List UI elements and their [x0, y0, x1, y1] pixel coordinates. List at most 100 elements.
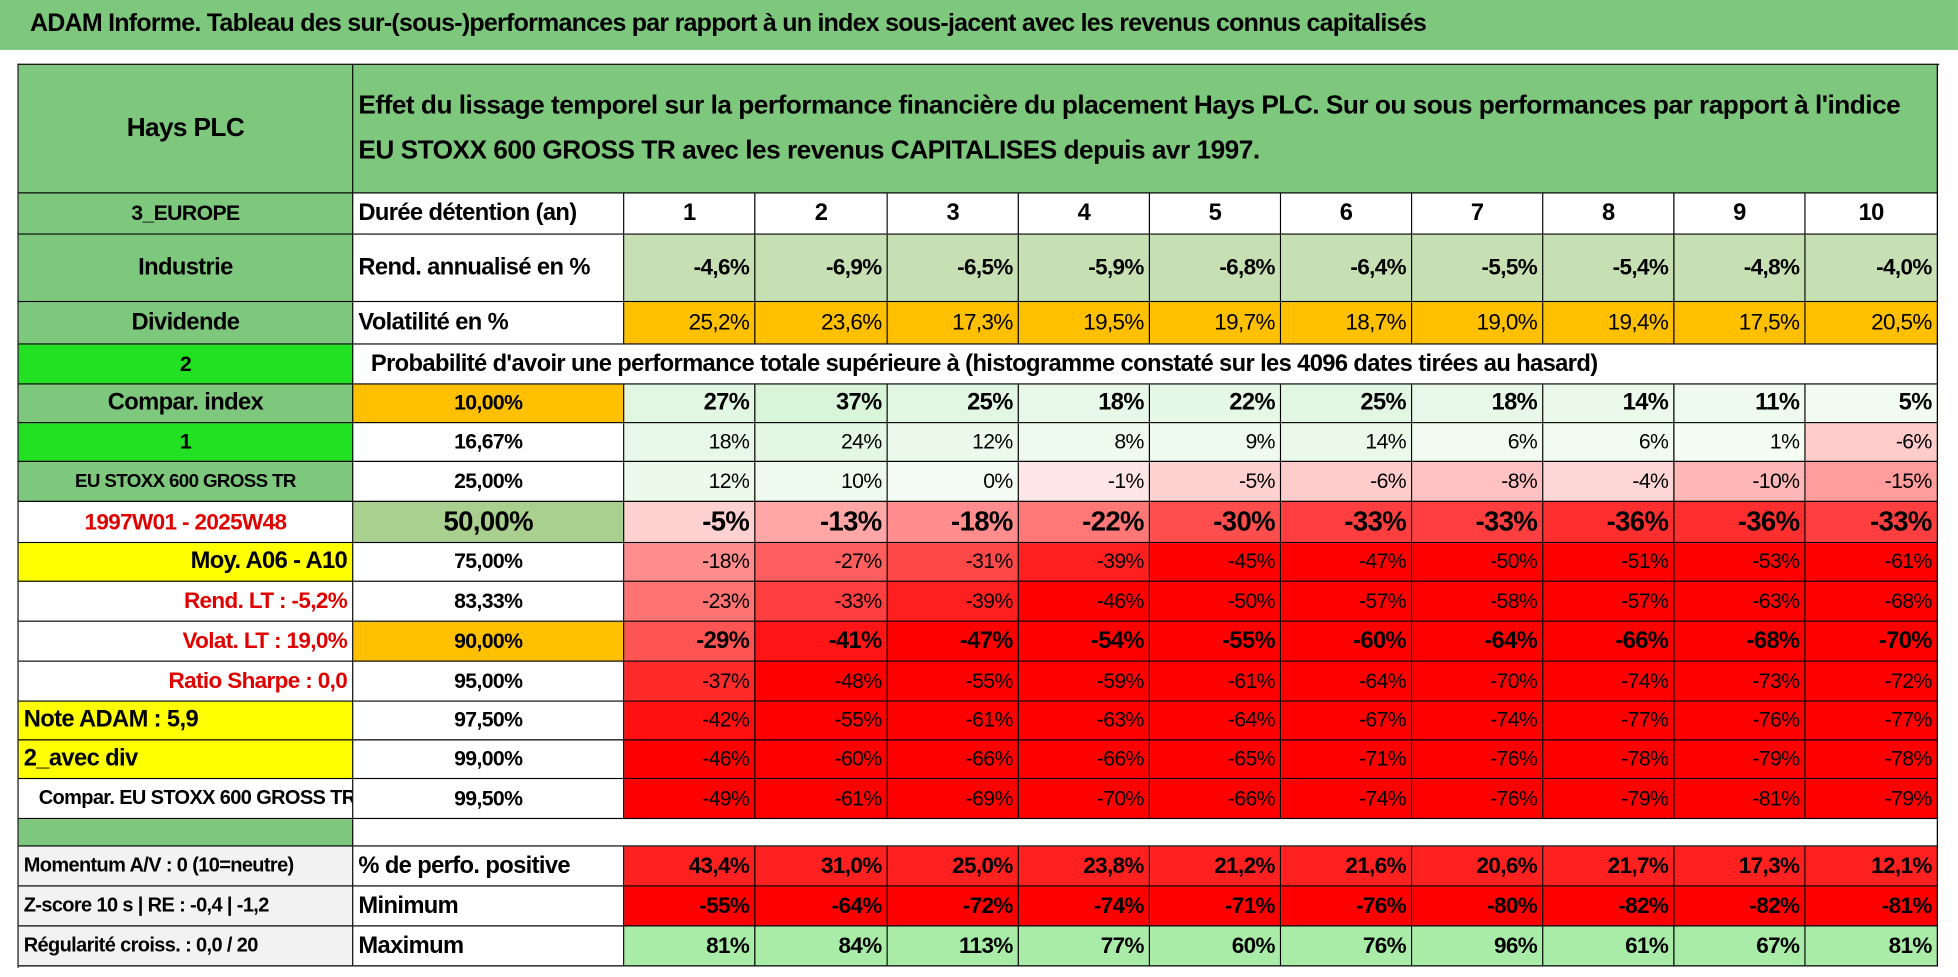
value-cell: -6,4% — [1281, 234, 1413, 303]
row-label: Rend. annualisé en % — [353, 234, 625, 303]
value-cell: -69% — [887, 779, 1019, 820]
value-cell: -70% — [1805, 621, 1938, 662]
value-cell: -68% — [1805, 581, 1938, 622]
value-cell: -79% — [1674, 740, 1806, 780]
summary-cell: -72% — [887, 886, 1019, 927]
value-cell: -60% — [755, 740, 888, 780]
row-label: Durée détention (an) — [353, 193, 625, 235]
value-cell: 14% — [1281, 423, 1413, 463]
value-cell: -45% — [1150, 543, 1282, 582]
summary-cell: -74% — [1018, 886, 1151, 927]
value-cell: -66% — [1150, 779, 1282, 820]
summary-cell: 81% — [1805, 926, 1938, 967]
value-cell: -1% — [1018, 462, 1151, 502]
row-side-label: Industrie — [18, 234, 354, 303]
row-label: 95,00% — [353, 661, 625, 702]
value-cell: 11% — [1674, 384, 1806, 424]
value-cell: -33% — [1805, 501, 1938, 544]
column-header: 3 — [887, 193, 1019, 235]
value-cell: 14% — [1543, 384, 1675, 424]
value-cell: -50% — [1150, 581, 1282, 622]
column-header: 1 — [624, 193, 756, 235]
value-cell: -47% — [887, 621, 1019, 662]
summary-cell: 77% — [1018, 926, 1151, 967]
value-cell: 17,3% — [887, 302, 1019, 345]
value-cell: 20,5% — [1805, 302, 1938, 345]
value-cell: -59% — [1018, 661, 1151, 702]
value-cell: -77% — [1543, 701, 1675, 741]
row-side-label: 1 — [18, 423, 354, 463]
value-cell: -5,9% — [1018, 234, 1151, 303]
value-cell: -6% — [1281, 462, 1413, 502]
column-header: 5 — [1150, 193, 1282, 235]
row-label: 90,00% — [353, 621, 625, 662]
row-side-label: 2_avec div — [18, 740, 354, 780]
value-cell: -76% — [1674, 701, 1806, 741]
value-cell: 5% — [1805, 384, 1938, 424]
value-cell: -33% — [1412, 501, 1544, 544]
row-label: 75,00% — [353, 543, 625, 582]
summary-side-label: Momentum A/V : 0 (10=neutre) — [18, 846, 354, 887]
value-cell: -61% — [887, 701, 1019, 741]
value-cell: -61% — [1805, 543, 1938, 582]
value-cell: -73% — [1674, 661, 1806, 702]
value-cell: 25,2% — [624, 302, 756, 345]
row-side-label: Compar. index — [18, 384, 354, 424]
value-cell: -57% — [1281, 581, 1413, 622]
value-cell: -33% — [1281, 501, 1413, 544]
column-header: 2 — [755, 193, 888, 235]
value-cell: -5,4% — [1543, 234, 1675, 303]
value-cell: 8% — [1018, 423, 1151, 463]
summary-cell: 113% — [887, 926, 1019, 967]
summary-label: % de perfo. positive — [353, 846, 625, 887]
value-cell: -4,8% — [1674, 234, 1806, 303]
summary-cell: 23,8% — [1018, 846, 1151, 887]
value-cell: -66% — [887, 740, 1019, 780]
value-cell: 1% — [1674, 423, 1806, 463]
value-cell: -46% — [1018, 581, 1151, 622]
value-cell: -64% — [1412, 621, 1544, 662]
section-label: Probabilité d'avoir une performance tota… — [353, 344, 1938, 385]
value-cell: -18% — [887, 501, 1019, 544]
value-cell: -55% — [887, 661, 1019, 702]
value-cell: -46% — [624, 740, 756, 780]
row-side-label: 1997W01 - 2025W48 — [18, 501, 354, 544]
value-cell: -5% — [1150, 462, 1282, 502]
value-cell: 18% — [1412, 384, 1544, 424]
value-cell: 6% — [1543, 423, 1675, 463]
row-label: 16,67% — [353, 423, 625, 463]
value-cell: 19,4% — [1543, 302, 1675, 345]
summary-cell: -71% — [1150, 886, 1282, 927]
column-header: 4 — [1018, 193, 1151, 235]
column-header: 7 — [1412, 193, 1544, 235]
value-cell: 37% — [755, 384, 888, 424]
column-header: 8 — [1543, 193, 1675, 235]
value-cell: 19,0% — [1412, 302, 1544, 345]
value-cell: -64% — [1150, 701, 1282, 741]
value-cell: -65% — [1150, 740, 1282, 780]
value-cell: -49% — [624, 779, 756, 820]
value-cell: 9% — [1150, 423, 1282, 463]
value-cell: -50% — [1412, 543, 1544, 582]
summary-cell: -80% — [1412, 886, 1544, 927]
row-label: 50,00% — [353, 501, 625, 544]
spacer — [18, 819, 354, 847]
value-cell: -33% — [755, 581, 888, 622]
value-cell: -55% — [755, 701, 888, 741]
value-cell: -57% — [1543, 581, 1675, 622]
company: Hays PLC — [18, 64, 354, 194]
row-label: 97,50% — [353, 701, 625, 741]
value-cell: -77% — [1805, 701, 1938, 741]
row-label: Volatilité en % — [353, 302, 625, 345]
value-cell: -63% — [1018, 701, 1151, 741]
value-cell: -78% — [1805, 740, 1938, 780]
spacer — [353, 819, 1938, 847]
row-label: 99,50% — [353, 779, 625, 820]
value-cell: -8% — [1412, 462, 1544, 502]
row-label: 25,00% — [353, 462, 625, 502]
value-cell: -61% — [755, 779, 888, 820]
value-cell: 25% — [1281, 384, 1413, 424]
row-side-label: Ratio Sharpe : 0,0 — [18, 661, 354, 702]
value-cell: -55% — [1150, 621, 1282, 662]
value-cell: -72% — [1805, 661, 1938, 702]
